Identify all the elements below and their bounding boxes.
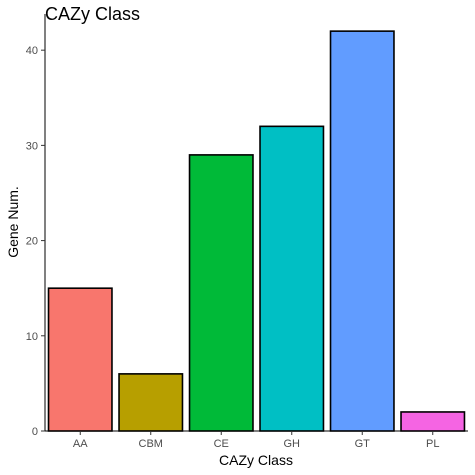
- bars-group: [47, 30, 466, 432]
- x-tick-label-gt: GT: [355, 438, 371, 450]
- bar-ce: [188, 154, 254, 432]
- bar-aa: [47, 287, 113, 432]
- y-axis-title: Gene Num.: [5, 186, 21, 258]
- x-tick-label-pl: PL: [426, 438, 439, 450]
- y-tick-label-40: 40: [26, 45, 38, 57]
- bar-pl: [400, 411, 466, 432]
- y-tick-label-10: 10: [26, 331, 38, 343]
- x-axis-title: CAZy Class: [219, 452, 293, 468]
- bar-cbm: [118, 373, 184, 432]
- bar-gh: [259, 125, 325, 432]
- chart-title: CAZy Class: [45, 4, 140, 24]
- x-tick-label-cbm: CBM: [139, 438, 163, 450]
- y-tick-label-30: 30: [26, 140, 38, 152]
- y-tick-label-20: 20: [26, 236, 38, 248]
- bar-gt: [329, 30, 395, 432]
- y-tick-label-0: 0: [32, 426, 38, 438]
- x-tick-label-ce: CE: [214, 438, 229, 450]
- x-tick-label-gh: GH: [284, 438, 301, 450]
- x-tick-label-aa: AA: [73, 438, 88, 450]
- x-axis-ticks: AA CBM CE GH GT PL: [73, 431, 439, 450]
- y-axis-ticks: 0 10 20 30 40: [26, 45, 45, 438]
